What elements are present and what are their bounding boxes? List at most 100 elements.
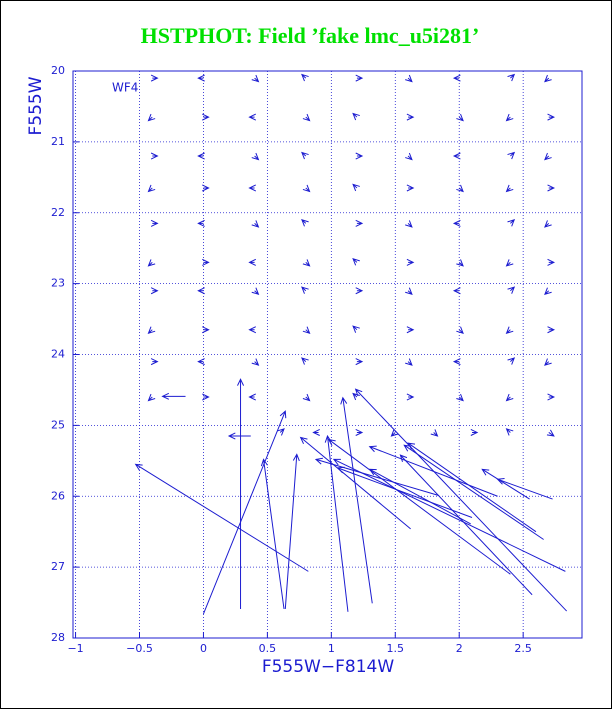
arrow	[202, 393, 210, 401]
x-tick-label: 1.5	[387, 642, 405, 655]
arrow	[544, 287, 552, 296]
arrow	[406, 393, 415, 401]
arrow	[302, 259, 311, 267]
arrow	[505, 393, 514, 402]
arrow	[547, 184, 556, 192]
arrow	[507, 73, 516, 82]
arrow	[277, 428, 285, 436]
arrow	[355, 428, 364, 436]
arrow	[301, 151, 309, 160]
arrow	[134, 463, 309, 572]
arrow	[314, 457, 439, 497]
arrow	[147, 259, 156, 267]
arrow	[430, 429, 439, 437]
arrow	[301, 219, 309, 227]
arrow	[251, 358, 260, 366]
x-tick-label: −1	[67, 642, 83, 655]
arrow	[452, 219, 461, 227]
arrow	[251, 287, 260, 296]
y-tick-label: 23	[51, 277, 65, 290]
arrow	[456, 326, 464, 335]
arrow	[547, 113, 556, 121]
arrow	[355, 358, 364, 366]
arrow	[352, 325, 360, 333]
arrow	[150, 152, 159, 160]
arrow	[284, 453, 300, 609]
arrow	[544, 220, 552, 228]
arrow	[456, 113, 464, 122]
arrow	[405, 220, 413, 228]
arrow	[505, 113, 514, 122]
y-tick-label: 27	[51, 560, 65, 573]
arrow	[406, 184, 415, 192]
arrow	[248, 258, 257, 266]
arrow	[355, 287, 364, 295]
arrow	[197, 358, 205, 366]
arrow	[352, 183, 360, 192]
arrow	[505, 259, 514, 267]
chart-title: HSTPHOT: Field ’fake lmc_u5i281’	[141, 23, 480, 48]
arrow	[355, 74, 364, 82]
arrow	[150, 287, 159, 295]
x-tick-label: 1	[328, 642, 335, 655]
x-axis-label: F555W−F814W	[262, 657, 395, 677]
arrow	[547, 326, 556, 334]
arrow	[150, 358, 159, 366]
y-axis-label: F555W	[26, 76, 46, 135]
arrow	[507, 357, 516, 365]
y-tick-label: 28	[51, 631, 65, 644]
arrow	[147, 326, 156, 335]
arrow	[251, 152, 260, 161]
arrow	[147, 113, 156, 122]
arrow	[202, 258, 210, 266]
y-tick-label: 25	[51, 418, 65, 431]
annotation: WF4	[112, 81, 138, 95]
arrow	[197, 287, 205, 295]
arrow	[340, 396, 373, 604]
arrow	[352, 258, 360, 266]
arrow	[547, 393, 556, 401]
arrow	[312, 428, 320, 436]
arrow	[302, 184, 311, 193]
arrow	[248, 393, 257, 401]
arrow	[406, 258, 415, 266]
arrow	[327, 438, 511, 575]
arrow	[406, 326, 415, 334]
arrow	[452, 74, 461, 82]
arrow	[197, 74, 205, 82]
arrow	[507, 151, 516, 160]
arrow	[237, 378, 245, 609]
y-tick-label: 24	[51, 348, 65, 361]
arrow	[406, 113, 415, 121]
arrow	[354, 388, 568, 612]
arrow	[302, 326, 311, 335]
arrow	[202, 326, 210, 334]
arrow	[355, 152, 364, 160]
arrow	[452, 152, 461, 160]
arrow	[260, 458, 285, 610]
arrow	[456, 184, 464, 193]
arrow	[505, 428, 514, 436]
arrow	[251, 220, 260, 228]
x-tick-label: −0.5	[126, 642, 153, 655]
arrow	[197, 152, 205, 160]
arrow	[161, 392, 186, 400]
arrow	[544, 74, 552, 83]
arrow	[403, 444, 544, 540]
arrow	[505, 326, 514, 335]
arrow	[544, 152, 552, 161]
arrow	[197, 219, 205, 227]
arrow	[505, 184, 514, 193]
arrow	[301, 73, 309, 82]
y-tick-label: 20	[51, 64, 65, 77]
arrow	[301, 286, 309, 294]
arrow	[248, 326, 257, 334]
arrow	[147, 393, 156, 402]
arrow	[405, 287, 413, 296]
arrow	[332, 458, 566, 572]
arrow	[546, 429, 555, 437]
arrow	[202, 410, 287, 615]
y-tick-label: 21	[51, 135, 65, 148]
